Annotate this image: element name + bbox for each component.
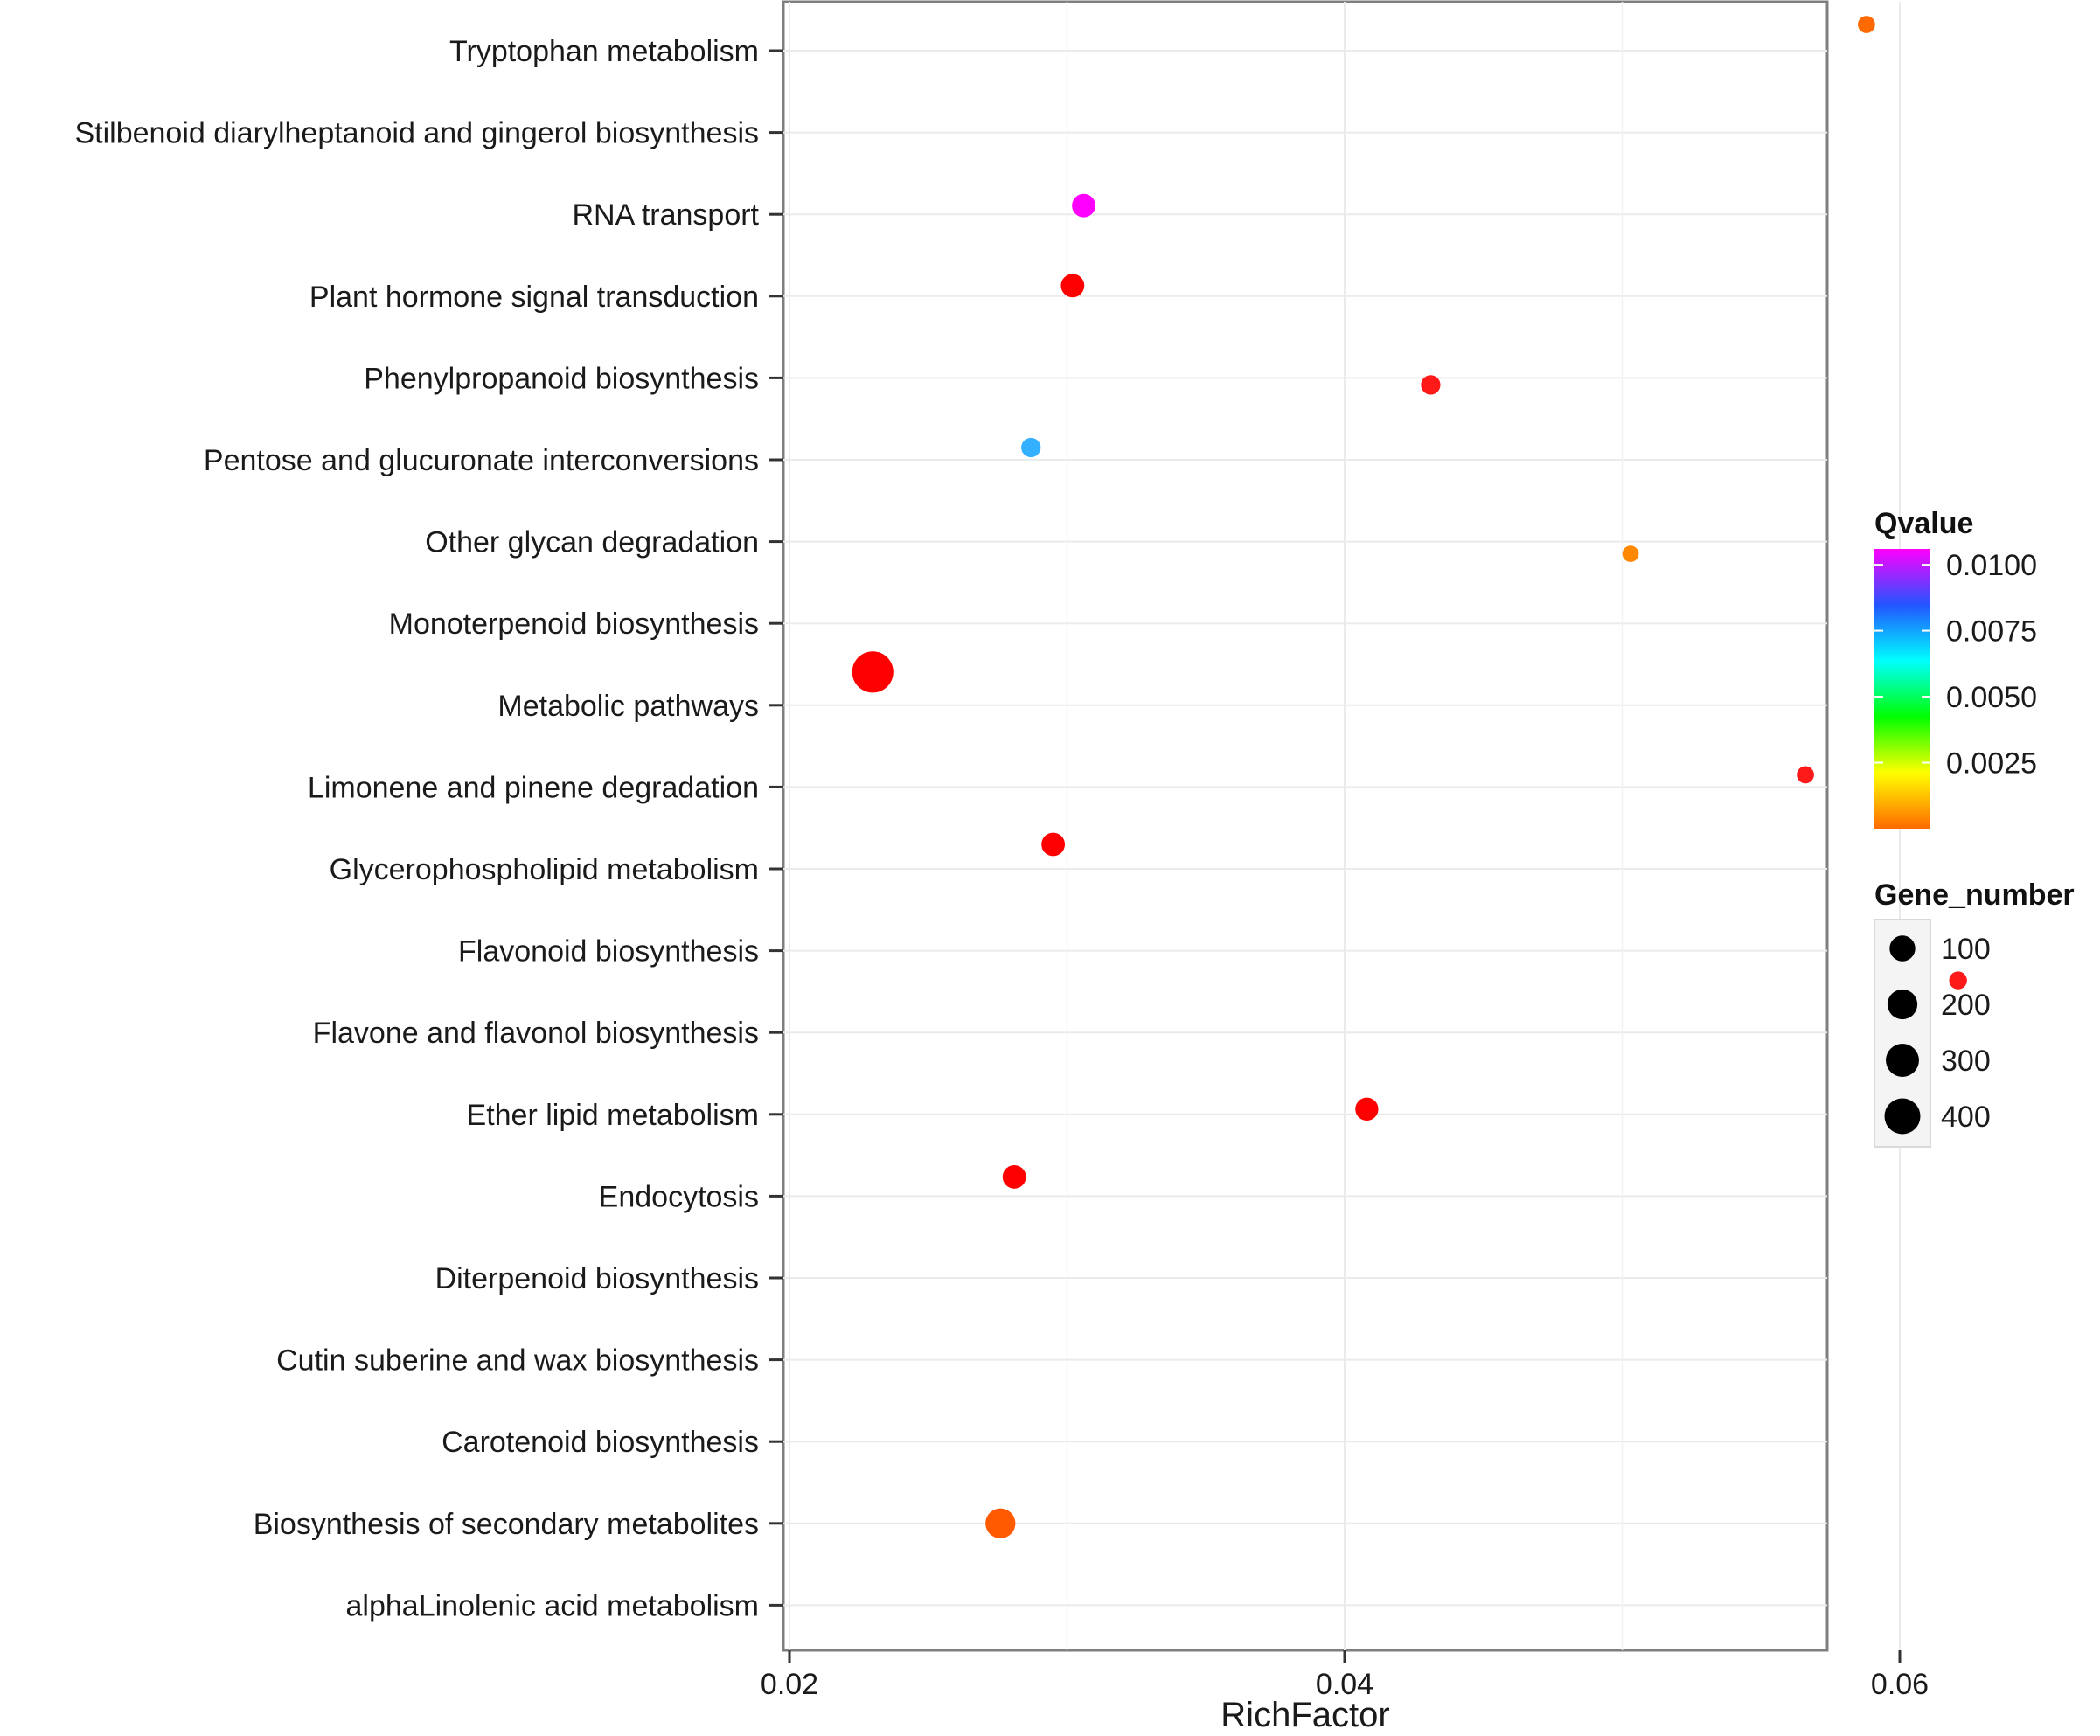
x-tick-label: 0.06 — [1871, 1668, 1929, 1701]
gene-number-legend-title: Gene_number — [1874, 878, 2075, 912]
data-point — [985, 1508, 1016, 1538]
data-points — [852, 16, 1967, 1538]
x-tick-label: 0.04 — [1316, 1668, 1373, 1701]
qvalue-tick-label: 0.0075 — [1946, 615, 2037, 649]
gene-number-key-dot — [1884, 1098, 1921, 1135]
qvalue-colorbar — [1874, 549, 1930, 829]
data-point — [1858, 16, 1875, 33]
gene-number-key-dot — [1887, 989, 1918, 1020]
gene-number-key-label: 200 — [1941, 989, 1991, 1022]
x-axis-label: RichFactor — [1220, 1696, 1389, 1734]
data-point — [1355, 1097, 1379, 1121]
x-tick-label: 0.02 — [761, 1668, 818, 1701]
data-point — [1797, 766, 1814, 784]
qvalue-legend: Qvalue 0.0100 0.0075 0.0050 0.0025 — [1874, 507, 2037, 829]
y-tick-label: Carotenoid biosynthesis — [442, 1426, 759, 1459]
y-tick-label: Glycerophospholipid metabolism — [330, 853, 759, 886]
y-tick-label: Plant hormone signal transduction — [309, 281, 759, 314]
y-tick-label: Phenylpropanoid biosynthesis — [364, 362, 759, 395]
y-tick-label: Pentose and glucuronate interconversions — [204, 444, 759, 477]
data-point — [1622, 545, 1639, 562]
data-point — [1060, 274, 1085, 298]
y-tick-label: Diterpenoid biosynthesis — [435, 1262, 759, 1295]
data-point — [1002, 1164, 1026, 1189]
qvalue-tick-label: 0.0050 — [1946, 681, 2037, 714]
qvalue-tick-label: 0.0100 — [1946, 549, 2037, 582]
y-tick-label: Flavone and flavonol biosynthesis — [313, 1017, 759, 1050]
gene-number-keys: 100 200 300 400 — [1884, 933, 1991, 1135]
data-point — [852, 651, 894, 693]
y-tick-label: alphaLinolenic acid metabolism — [346, 1589, 760, 1622]
y-tick-label: Tryptophan metabolism — [449, 35, 759, 68]
y-tick-label: Endocytosis — [599, 1180, 759, 1213]
qvalue-ticks: 0.0100 0.0075 0.0050 0.0025 — [1874, 549, 2037, 781]
y-tick-label: RNA transport — [572, 198, 759, 232]
data-point — [1041, 832, 1066, 857]
y-tick-label: Limonene and pinene degradation — [308, 771, 759, 804]
gene-number-key-dot — [1886, 1044, 1919, 1077]
qvalue-legend-title: Qvalue — [1874, 507, 1973, 540]
qvalue-tick-label: 0.0025 — [1946, 747, 2037, 781]
gene-number-key-label: 100 — [1941, 933, 1991, 966]
y-tick-label: Ether lipid metabolism — [467, 1099, 759, 1132]
y-tick-label: Stilbenoid diarylheptanoid and gingerol … — [74, 117, 759, 150]
data-point — [1072, 193, 1095, 218]
data-point — [1949, 971, 1967, 990]
y-tick-label: Metabolic pathways — [497, 690, 759, 723]
data-point — [1421, 375, 1441, 395]
gene-number-key-label: 400 — [1941, 1101, 1991, 1134]
plot-panel — [782, 0, 1829, 1652]
gene-number-legend: Gene_number 100 200 300 400 — [1874, 878, 2075, 1148]
data-point — [1021, 437, 1041, 458]
y-tick-label: Biosynthesis of secondary metabolites — [254, 1508, 759, 1541]
gene-number-key-dot — [1889, 935, 1916, 962]
y-tick-label: Cutin suberine and wax biosynthesis — [276, 1344, 759, 1378]
y-tick-label: Other glycan degradation — [425, 526, 759, 559]
y-tick-label: Flavonoid biosynthesis — [458, 935, 759, 969]
y-tick-label: Monoterpenoid biosynthesis — [389, 608, 759, 641]
gene-number-key-label: 300 — [1941, 1045, 1991, 1078]
x-axis: 0.020.040.060.08 — [761, 1650, 1929, 1701]
y-axis: Tryptophan metabolism Stilbenoid diarylhe… — [74, 35, 783, 1622]
